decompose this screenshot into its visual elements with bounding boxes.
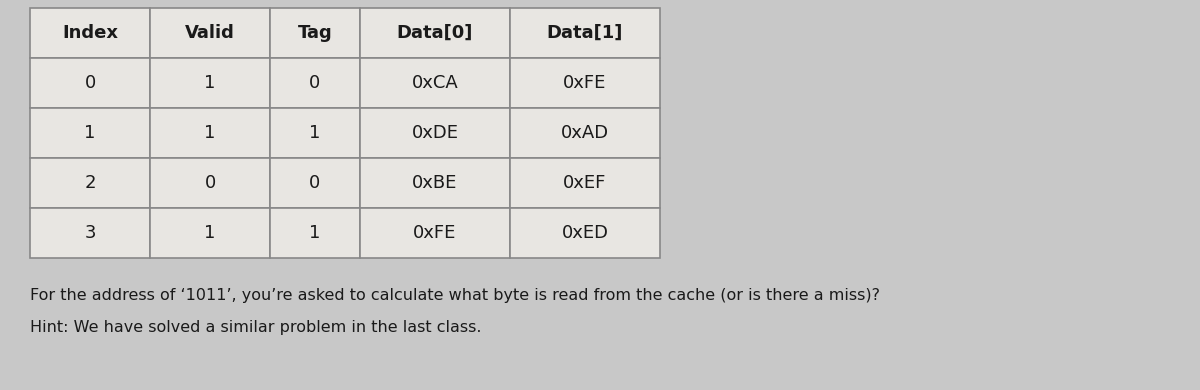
Text: 1: 1 bbox=[84, 124, 96, 142]
Bar bbox=[510, 8, 660, 58]
Text: 0xAD: 0xAD bbox=[560, 124, 610, 142]
Text: 0xFE: 0xFE bbox=[413, 224, 457, 242]
Text: 3: 3 bbox=[84, 224, 96, 242]
Text: 0xDE: 0xDE bbox=[412, 124, 458, 142]
Text: 0xBE: 0xBE bbox=[413, 174, 457, 192]
Text: For the address of ‘1011’, you’re asked to calculate what byte is read from the : For the address of ‘1011’, you’re asked … bbox=[30, 288, 880, 303]
Bar bbox=[30, 108, 150, 158]
Text: 1: 1 bbox=[310, 224, 320, 242]
Text: 0: 0 bbox=[310, 74, 320, 92]
Bar bbox=[30, 8, 150, 58]
Bar bbox=[360, 158, 510, 208]
Text: 1: 1 bbox=[204, 124, 216, 142]
Bar bbox=[360, 108, 510, 158]
Bar bbox=[30, 208, 150, 258]
Text: Data[1]: Data[1] bbox=[547, 24, 623, 42]
Bar bbox=[150, 58, 270, 108]
Bar bbox=[510, 58, 660, 108]
Text: 1: 1 bbox=[204, 224, 216, 242]
Bar bbox=[30, 58, 150, 108]
Text: 0xFE: 0xFE bbox=[563, 74, 607, 92]
Text: 1: 1 bbox=[204, 74, 216, 92]
Text: Index: Index bbox=[62, 24, 118, 42]
Text: Tag: Tag bbox=[298, 24, 332, 42]
Text: Valid: Valid bbox=[185, 24, 235, 42]
Bar bbox=[270, 158, 360, 208]
Text: 1: 1 bbox=[310, 124, 320, 142]
Text: 0xED: 0xED bbox=[562, 224, 608, 242]
Text: 0: 0 bbox=[310, 174, 320, 192]
Bar bbox=[150, 8, 270, 58]
Text: 0xCA: 0xCA bbox=[412, 74, 458, 92]
Bar bbox=[360, 208, 510, 258]
Bar bbox=[360, 8, 510, 58]
Text: Data[0]: Data[0] bbox=[397, 24, 473, 42]
Bar bbox=[510, 208, 660, 258]
Bar bbox=[510, 108, 660, 158]
Text: 0xEF: 0xEF bbox=[563, 174, 607, 192]
Bar bbox=[270, 108, 360, 158]
Bar bbox=[150, 208, 270, 258]
Bar bbox=[150, 108, 270, 158]
Bar bbox=[270, 58, 360, 108]
Text: 0: 0 bbox=[84, 74, 96, 92]
Bar bbox=[150, 158, 270, 208]
Bar bbox=[270, 8, 360, 58]
Bar bbox=[360, 58, 510, 108]
Text: Hint: We have solved a similar problem in the last class.: Hint: We have solved a similar problem i… bbox=[30, 320, 481, 335]
Bar bbox=[270, 208, 360, 258]
Bar bbox=[510, 158, 660, 208]
Text: 2: 2 bbox=[84, 174, 96, 192]
Text: 0: 0 bbox=[204, 174, 216, 192]
Bar bbox=[30, 158, 150, 208]
